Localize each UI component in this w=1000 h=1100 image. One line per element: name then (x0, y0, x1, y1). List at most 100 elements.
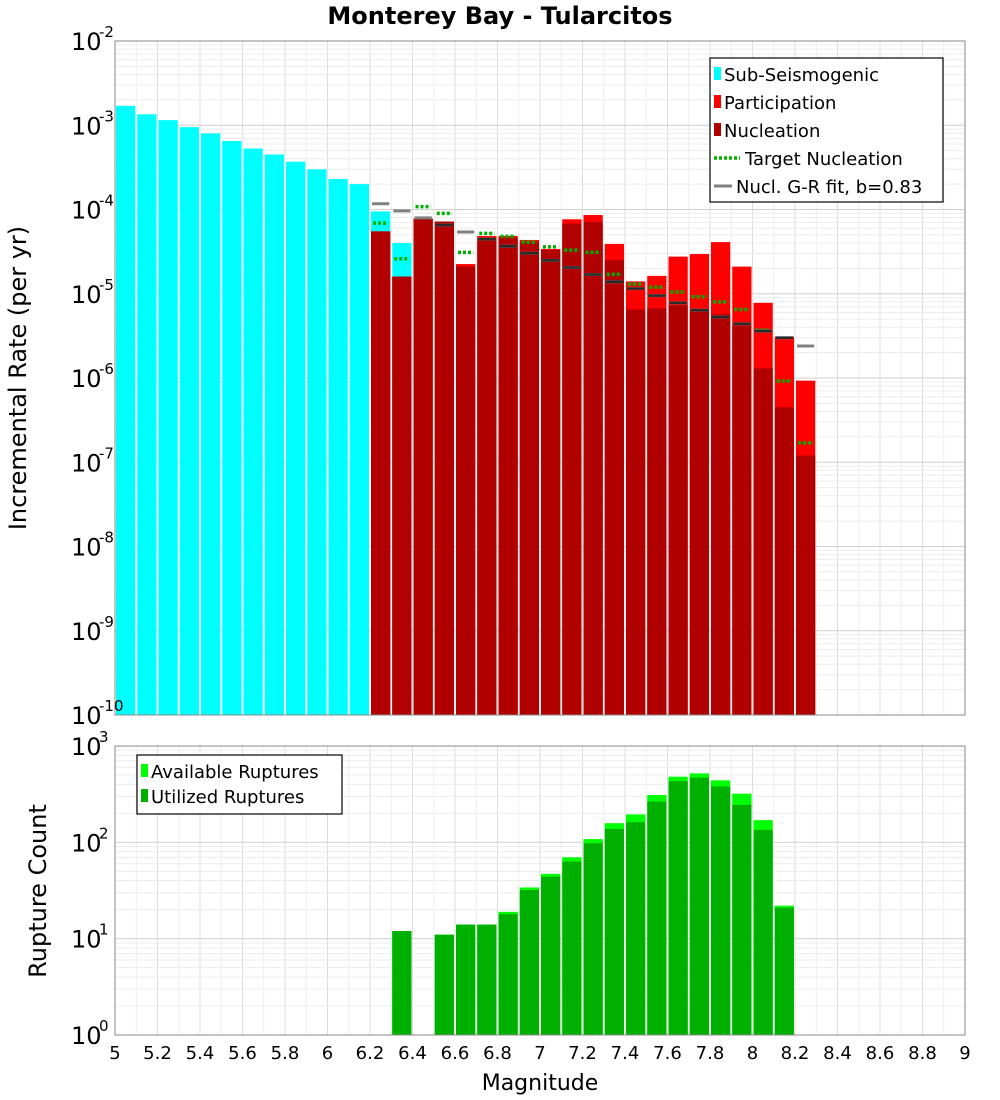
bar-utilized-ruptures (498, 914, 518, 1035)
bar-sub-seismogenic (328, 179, 348, 716)
rate-plot-bars (116, 105, 816, 716)
x-tick-label: 5 (109, 1043, 120, 1064)
legend-label-nucleation: Nucleation (724, 121, 820, 142)
y-tick-exponent: 1 (99, 921, 109, 939)
legend-label-target-nucleation: Target Nucleation (744, 149, 903, 170)
legend-swatch-available-ruptures (141, 764, 148, 777)
bar-nucleation (541, 250, 561, 716)
legend-label-participation: Participation (724, 93, 836, 114)
y-tick-exponent: -9 (99, 613, 114, 631)
bar-utilized-ruptures (732, 804, 752, 1035)
y-tick-exponent: -3 (99, 107, 114, 125)
bar-nucleation (711, 314, 731, 715)
y-tick-label: 10 (71, 281, 102, 309)
rate-plot-frame (114, 40, 966, 716)
y-tick-label: 10 (71, 733, 102, 761)
bar-utilized-ruptures (626, 822, 646, 1035)
bar-nucleation (689, 310, 709, 715)
legend-swatch-utilized-ruptures (141, 789, 148, 802)
bar-nucleation (796, 455, 816, 715)
legend-label-nucl-g-r-fit-b-0-83: Nucl. G-R fit, b=0.83 (736, 177, 922, 198)
bar-sub-seismogenic (116, 105, 136, 716)
bar-utilized-ruptures (392, 931, 412, 1035)
bar-utilized-ruptures (604, 828, 624, 1035)
y-tick-exponent: -6 (99, 360, 114, 378)
y-tick-label: 10 (71, 28, 102, 56)
x-tick-label: 6.8 (483, 1043, 512, 1064)
y-tick-exponent: -7 (99, 444, 114, 462)
bar-nucleation (392, 276, 412, 715)
bar-sub-seismogenic (158, 120, 178, 715)
bar-utilized-ruptures (583, 843, 603, 1035)
legend-swatch-sub-seismogenic (714, 67, 721, 80)
rate-plot-legend: Sub-Seismogenic Participation Nucleation Ta… (709, 57, 944, 203)
x-tick-label: 7.4 (611, 1043, 640, 1064)
x-tick-label: 6.4 (398, 1043, 427, 1064)
bar-sub-seismogenic (222, 141, 242, 715)
bar-sub-seismogenic (286, 161, 306, 715)
x-tick-label: 6.6 (441, 1043, 470, 1064)
bar-utilized-ruptures (519, 890, 539, 1035)
rupture-plot-frame (114, 745, 966, 1036)
bar-utilized-ruptures (689, 777, 709, 1035)
bar-nucleation (477, 237, 497, 715)
x-axis-ticks: 5 5.2 5.4 5.6 5.8 6 6.2 6.4 6.6 6.8 7 7.2 7.4 7.6 7.8 8… (109, 1043, 970, 1064)
legend-swatch-nucleation (714, 123, 721, 136)
legend-label-sub-seismogenic: Sub-Seismogenic (724, 65, 879, 86)
x-tick-label: 5.6 (228, 1043, 257, 1064)
x-tick-label: 6 (322, 1043, 333, 1064)
legend-box (136, 754, 343, 815)
x-axis-label: Magnitude (482, 1071, 599, 1096)
bar-sub-seismogenic (137, 114, 157, 715)
rate-plot-lines (372, 202, 815, 445)
x-tick-label: 8.4 (823, 1043, 852, 1064)
bar-sub-seismogenic (264, 154, 284, 715)
y-tick-label: 10 (71, 702, 102, 730)
bar-sub-seismogenic (349, 184, 369, 715)
x-tick-label: 8 (747, 1043, 758, 1064)
x-tick-label: 7.2 (568, 1043, 597, 1064)
bar-nucleation (668, 305, 688, 715)
y-tick-label: 10 (71, 1022, 102, 1050)
x-tick-label: 5.4 (186, 1043, 215, 1064)
bar-nucleation (413, 218, 433, 715)
bar-nucleation (434, 221, 454, 716)
y-tick-exponent: 3 (99, 728, 109, 746)
bar-nucleation (562, 223, 582, 715)
legend-label-available-ruptures: Available Ruptures (151, 762, 319, 783)
bar-utilized-ruptures (434, 934, 454, 1035)
y-tick-exponent: -2 (99, 23, 114, 41)
y-tick-label: 10 (71, 112, 102, 140)
bar-nucleation (774, 407, 794, 715)
y-tick-label: 10 (71, 534, 102, 562)
y-tick-exponent: -8 (99, 529, 114, 547)
x-tick-label: 5.2 (143, 1043, 172, 1064)
bar-sub-seismogenic (243, 148, 263, 716)
y-tick-exponent: -10 (99, 697, 124, 715)
y-tick-label: 10 (71, 449, 102, 477)
bar-utilized-ruptures (711, 786, 731, 1035)
bar-nucleation (371, 231, 391, 715)
y-tick-label: 10 (71, 829, 102, 857)
y-tick-exponent: -5 (99, 276, 114, 294)
bar-nucleation (498, 237, 518, 715)
x-tick-label: 5.8 (271, 1043, 300, 1064)
bar-utilized-ruptures (456, 924, 476, 1035)
bar-nucleation (626, 309, 646, 715)
bar-utilized-ruptures (562, 861, 582, 1035)
bar-utilized-ruptures (647, 801, 667, 1035)
bar-nucleation (456, 266, 476, 715)
bar-sub-seismogenic (201, 133, 221, 715)
x-tick-label: 7 (534, 1043, 545, 1064)
bar-nucleation (647, 308, 667, 715)
chart-title: Monterey Bay - Tularcitos (327, 2, 672, 30)
x-tick-label: 6.2 (356, 1043, 385, 1064)
y-tick-exponent: 2 (99, 824, 109, 842)
x-tick-label: 9 (959, 1043, 970, 1064)
x-tick-label: 7.6 (653, 1043, 682, 1064)
bar-nucleation (732, 325, 752, 715)
bar-nucleation (519, 242, 539, 715)
